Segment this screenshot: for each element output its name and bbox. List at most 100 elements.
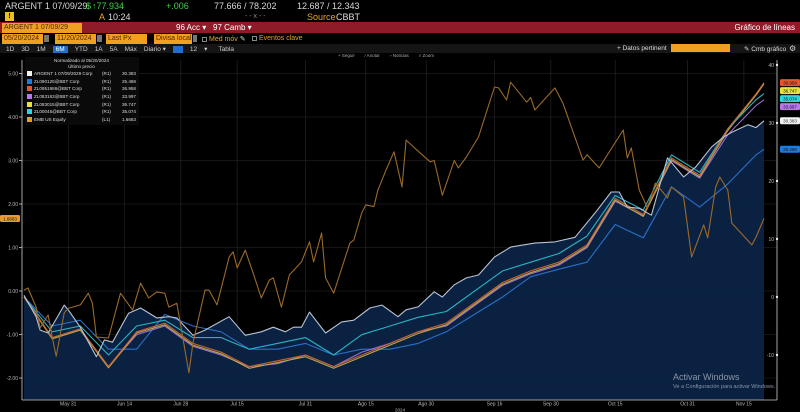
legend-series-name: ZL083163@BBT Corp — [34, 94, 80, 100]
command-bar — [0, 22, 800, 33]
legend-series-name: EMB US Equity — [34, 116, 66, 122]
legend-item[interactable]: ZL0951986@BBT Corp (R1) 36.958 — [27, 85, 136, 93]
checkbox[interactable] — [202, 36, 207, 42]
currency-select[interactable]: Divisa local — [154, 34, 192, 44]
legend-subtitle: Último precio — [68, 64, 95, 69]
related-data-button[interactable]: + Datos pertinent — [617, 45, 667, 52]
gear-icon[interactable]: ⚙ — [789, 44, 797, 53]
checkbox[interactable] — [252, 35, 257, 41]
edit-chart-button[interactable]: ✎ Cmb gráfico — [744, 46, 787, 53]
legend-series-name: ZL083015@BBT Corp — [34, 101, 80, 107]
last-value-tag-label: 1.6663 — [3, 216, 17, 221]
right-axis-tick-label: 40 — [768, 63, 774, 69]
bid-ask: 77.666 / 78.202 — [214, 1, 277, 11]
x-axis-tick-label: Nov 15 — [736, 402, 752, 408]
related-data-input[interactable] — [671, 44, 730, 52]
source-label: Source — [307, 12, 336, 22]
moving-average-toggle[interactable]: Med móv ✎ — [202, 35, 246, 43]
legend-item[interactable]: ZL083015@BBT Corp (R1) 36.747 — [27, 100, 136, 108]
right-axis-tick — [775, 63, 779, 67]
series-line-1 — [23, 148, 765, 356]
left-axis-tick-label: 4.00 — [8, 115, 18, 121]
right-axis-tick-label: 0 — [771, 295, 774, 301]
right-axis-tick-label: 30 — [768, 121, 774, 127]
key-events-label: Eventos clave — [259, 35, 303, 42]
x-axis-tick-label: Jun 14 — [117, 402, 132, 408]
series-line-4 — [23, 83, 765, 369]
pencil-icon[interactable]: ✎ — [239, 36, 246, 43]
legend-axis: (R1) — [102, 101, 111, 107]
last-value-tag — [780, 87, 800, 95]
legend-last-value: 36.958 — [121, 86, 136, 92]
x-axis-tick-label: Oct 31 — [680, 402, 695, 408]
left-axis-tick-label: 3.00 — [8, 159, 18, 165]
right-axis-tick — [775, 179, 779, 183]
legend-item[interactable]: ZL083163@BBT Corp (R1) 33.997 — [27, 93, 136, 101]
legend-axis: (R1) — [102, 78, 111, 84]
right-axis-tick — [775, 295, 779, 299]
last-value-tag-label: 33.997 — [783, 104, 797, 109]
actions-menu[interactable]: 96 Acc ▾ — [176, 23, 207, 32]
calendar-icon[interactable] — [44, 35, 49, 42]
zoom-button[interactable]: ⌕ Zoom — [418, 53, 435, 58]
legend-last-value: 1.6663 — [121, 116, 136, 122]
table-button[interactable]: Tabla — [218, 45, 234, 53]
yield: 12.687 / 12.343 — [297, 1, 360, 11]
period-3d[interactable]: 3D — [21, 45, 30, 53]
legend-title: Normalizado al 05/20/2024 — [54, 58, 109, 63]
series-line-6 — [23, 81, 765, 374]
period-5a[interactable]: 5A — [109, 45, 118, 53]
last-value-tag — [0, 215, 20, 223]
x-axis-tick-label: Oct 15 — [608, 402, 623, 408]
frequency-select[interactable]: Diario ▾ — [143, 46, 166, 53]
time-prefix: A — [99, 12, 106, 22]
period-ytd[interactable]: YTD — [74, 45, 88, 53]
legend-last-value: 30.383 — [121, 71, 136, 77]
legend-item[interactable]: ZL090125@BBT Corp (R1) 25.468 — [27, 78, 136, 86]
legend-swatch — [27, 78, 32, 84]
last-value-tag — [780, 145, 800, 153]
legend-item[interactable]: EMB US Equity (L1) 1.6663 — [27, 116, 136, 124]
calendar-icon[interactable] — [97, 35, 102, 42]
period-6m[interactable]: 6M — [52, 45, 68, 53]
period-max[interactable]: Máx — [124, 45, 137, 53]
last-value-tag-label: 36.958 — [783, 80, 797, 85]
settings-menu[interactable]: 97 Camb ▾ — [213, 23, 252, 32]
function-title: Gráfico de líneas — [734, 23, 795, 32]
chart-style-icon[interactable] — [172, 45, 183, 53]
dropdown-icon[interactable] — [193, 35, 197, 42]
security-input[interactable]: ARGENT 1 07/09/29 — [2, 23, 82, 33]
field-select[interactable]: Last Px — [106, 34, 147, 44]
right-axis-tick — [775, 237, 779, 241]
news-button[interactable]: ▫ Noticias — [389, 53, 409, 58]
legend-axis: (R1) — [102, 71, 111, 77]
period-1d[interactable]: 1D — [6, 45, 15, 53]
legend-series-name: ARGENT 1 07/09/2029 Corp — [34, 71, 93, 77]
right-axis-tick-label: 10 — [768, 237, 774, 243]
chart-toolbar: + Seguir ⁄ Anotar ▫ Noticias ⌕ Zoom — [338, 53, 434, 58]
last-value-tag-label: 36.747 — [783, 88, 797, 93]
legend-item[interactable]: ARGENT 1 07/09/2029 Corp (R1) 30.383 — [27, 70, 136, 78]
start-date-input[interactable]: 05/20/2024 — [2, 34, 43, 44]
bars-count[interactable]: 12 — [189, 45, 198, 53]
end-date-input[interactable]: 11/20/2024 — [55, 34, 96, 44]
period-1a[interactable]: 1A — [94, 45, 103, 53]
legend-item[interactable]: ZL00045@BBT Corp (R1) 35.074 — [27, 108, 136, 116]
left-axis-tick-label: 2.00 — [8, 202, 18, 208]
last-value-tag — [780, 95, 800, 103]
key-events-toggle[interactable]: Eventos clave — [252, 35, 303, 42]
activation-watermark-title: Activar Windows — [673, 372, 740, 382]
annotate-button[interactable]: ⁄ Anotar — [364, 53, 380, 58]
series-line-0 — [23, 120, 765, 358]
period-selector: 1D 3D 1M 6M YTD 1A 5A Máx Diario ▾ 12 ▾ … — [6, 45, 234, 53]
legend-last-value: 33.997 — [121, 94, 136, 100]
legend-swatch — [27, 109, 32, 115]
x-axis-title: 2024 — [395, 408, 406, 412]
bars-dropdown[interactable]: ▾ — [204, 46, 208, 53]
exclamation-icon[interactable]: ! — [5, 12, 14, 21]
period-1m[interactable]: 1M — [36, 45, 46, 53]
right-axis-tick-label: 20 — [768, 179, 774, 185]
follow-button[interactable]: + Seguir — [338, 53, 355, 58]
legend-swatch — [27, 116, 32, 122]
